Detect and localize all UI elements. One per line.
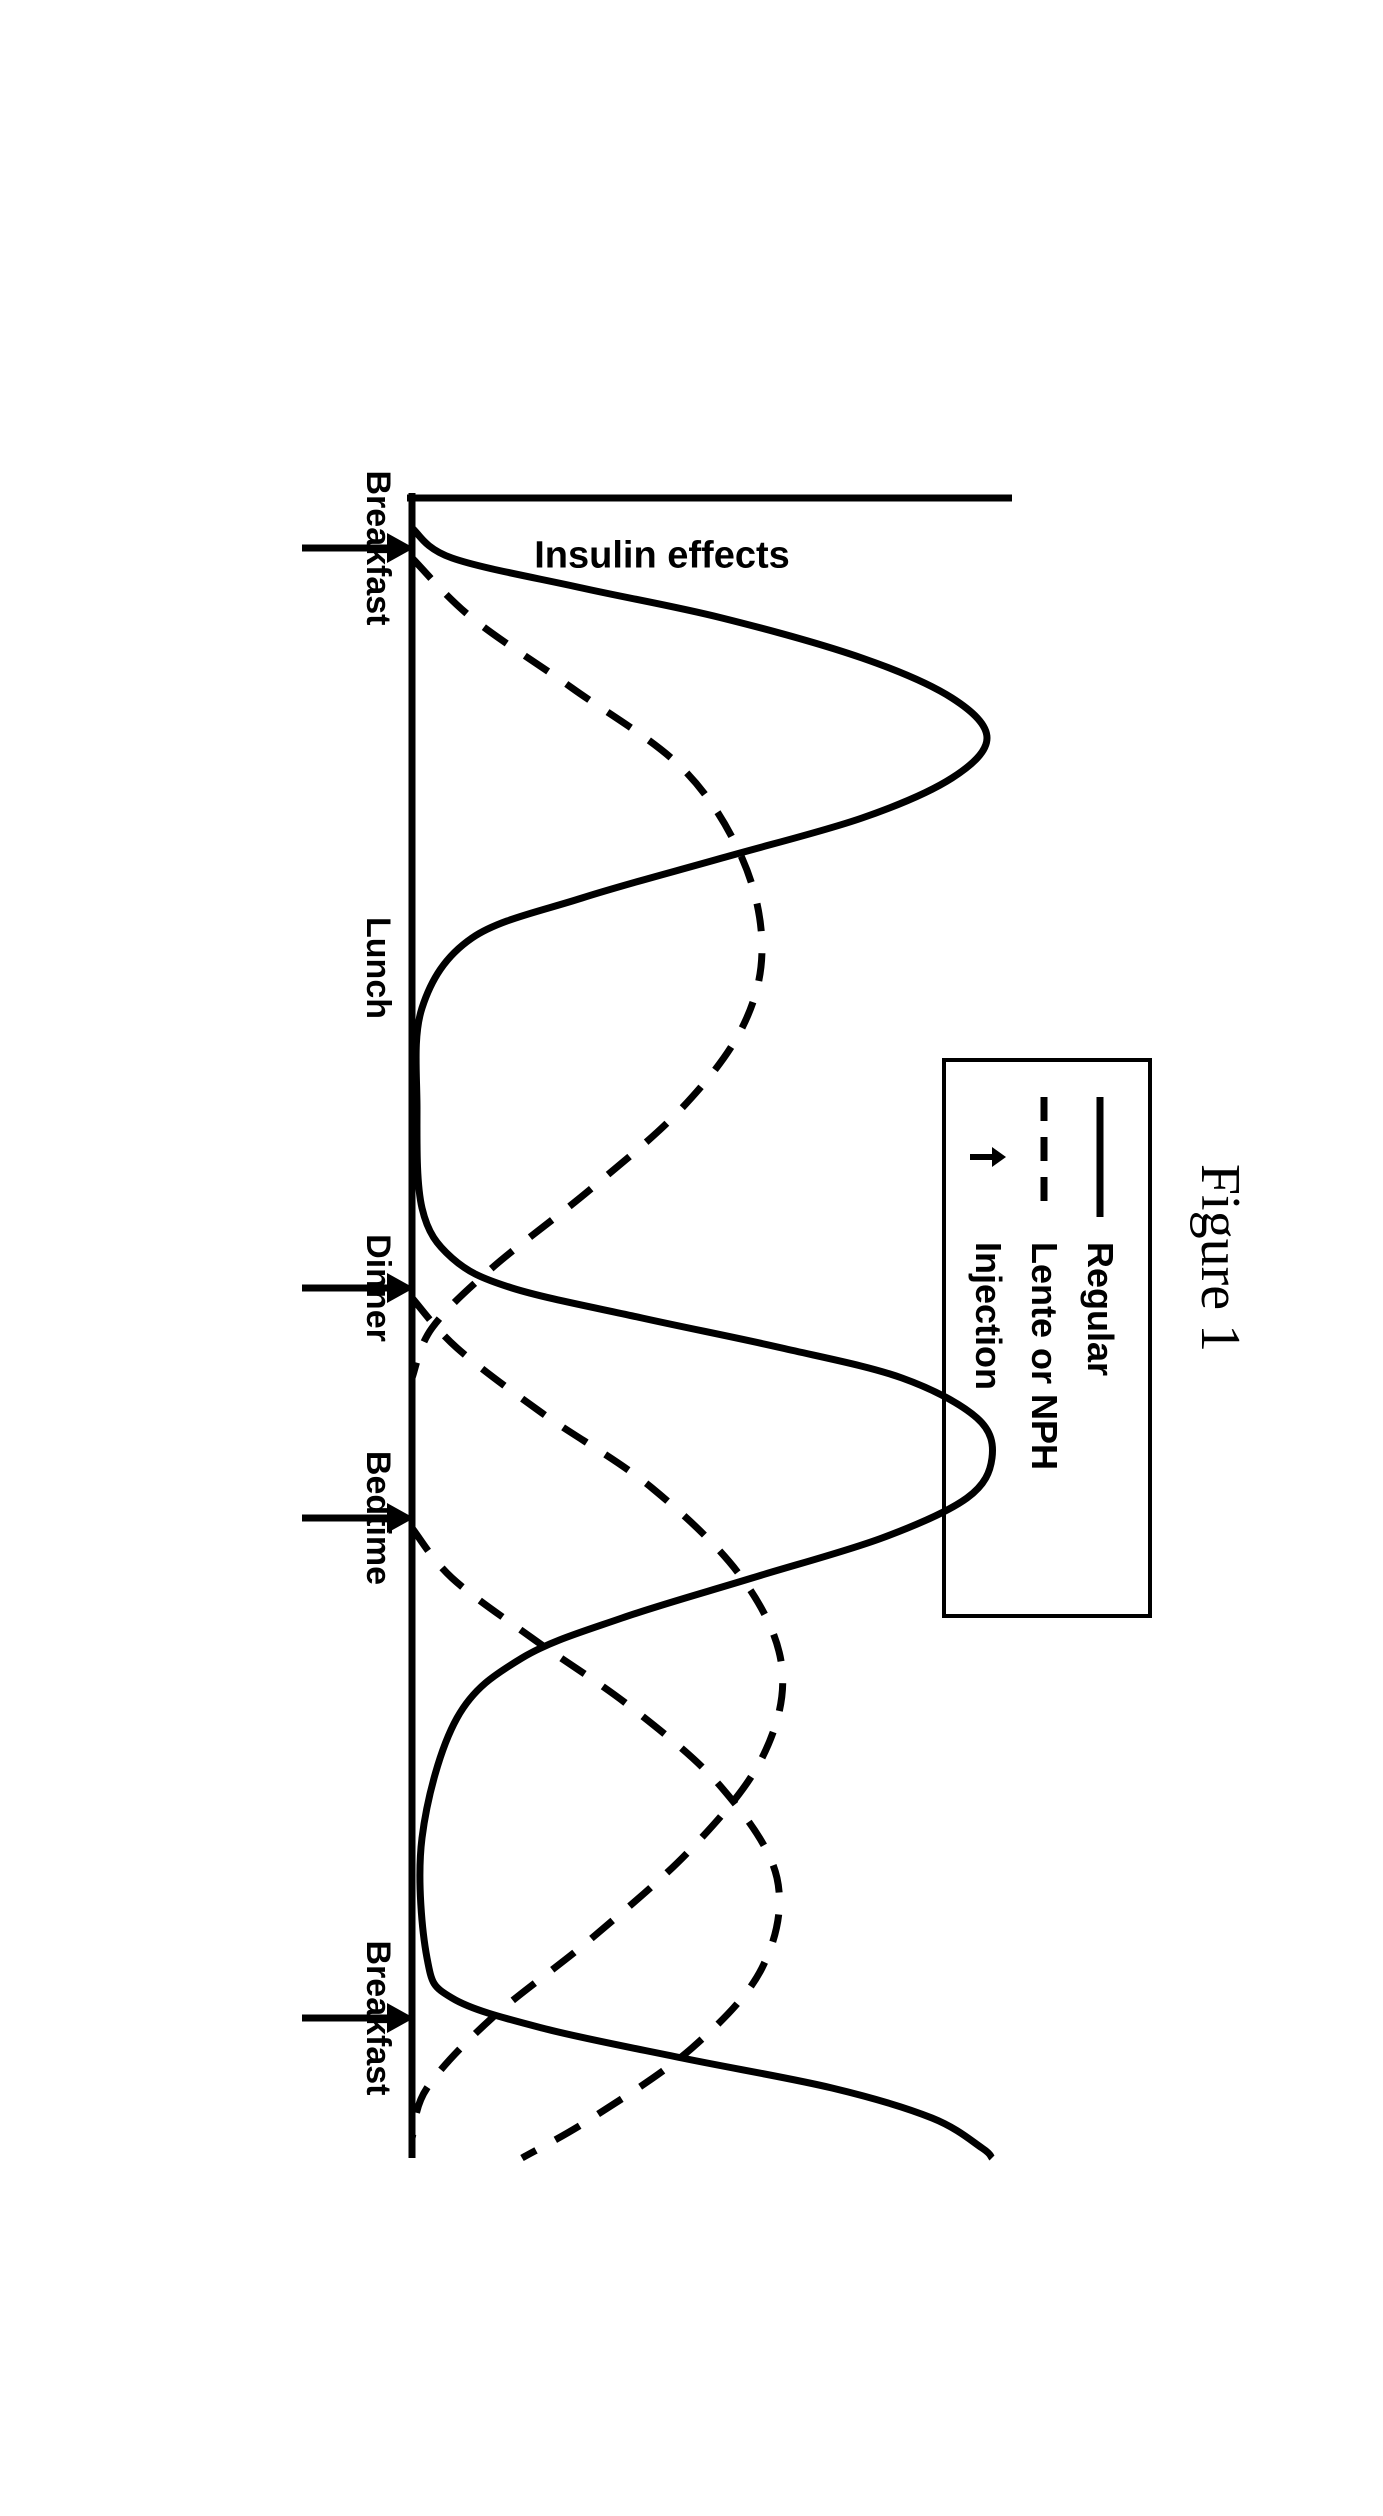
chart-area: Insulin effects BreakfastLunchDinnerBedt…: [312, 458, 1012, 2158]
legend-label: Lente or NPH: [1023, 1242, 1065, 1470]
x-tick-label-4: Breakfast: [358, 1941, 397, 2096]
legend-label: Regular: [1079, 1242, 1121, 1376]
legend-item-lente: Lente or NPH: [1016, 1092, 1072, 1584]
figure-title: Figure 1: [1188, 1164, 1252, 1352]
series-regular: [412, 528, 993, 2158]
legend-symbol-dashed: [1024, 1092, 1064, 1222]
legend-item-regular: Regular: [1072, 1092, 1128, 1584]
chart-svg: [232, 458, 1012, 2158]
series-lente-0: [412, 558, 762, 1378]
x-tick-label-3: Bedtime: [358, 1451, 397, 1585]
legend-symbol-solid: [1080, 1092, 1120, 1222]
figure-container: Figure 1 Regular Lente or NPH Injection: [92, 158, 1292, 2358]
x-tick-label-2: Dinner: [358, 1234, 397, 1342]
x-tick-label-1: Lunch: [358, 917, 397, 1019]
x-tick-label-0: Breakfast: [358, 471, 397, 626]
